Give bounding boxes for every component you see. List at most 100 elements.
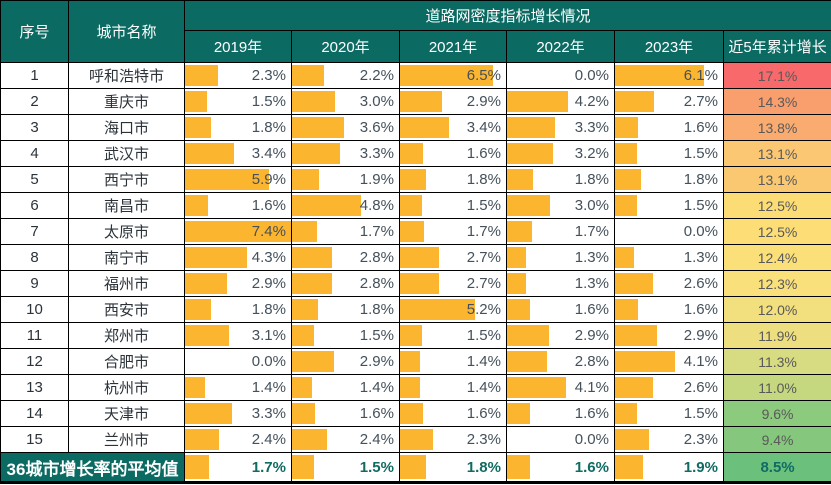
data-bar — [292, 325, 314, 346]
summary-cumulative-cell: 8.5% — [722, 452, 831, 483]
year-value-text: 3.3% — [251, 405, 286, 422]
year-value-cell: 1.5% — [184, 88, 292, 115]
city-name-cell: 南昌市 — [68, 192, 185, 219]
table-row: 9 福州市 2.9% 2.8% 2.7% 1.3% 2.6% 12.3% — [0, 270, 831, 297]
year-value-text: 1.9% — [683, 458, 718, 476]
year-value-text: 1.9% — [359, 171, 394, 188]
year-value-text: 1.4% — [359, 379, 394, 396]
year-value-cell: 2.7% — [399, 270, 507, 297]
year-value-cell: 1.7% — [291, 218, 400, 245]
year-value-text: 2.8% — [574, 353, 609, 370]
data-bar — [400, 403, 423, 424]
data-bar — [400, 325, 422, 346]
city-name-cell: 合肥市 — [68, 348, 185, 375]
year-value-cell: 1.9% — [614, 452, 724, 483]
year-value-text: 2.8% — [359, 249, 394, 266]
city-name-cell: 南宁市 — [68, 244, 185, 271]
year-value-text: 1.6% — [683, 119, 718, 136]
year-value-text: 2.9% — [683, 327, 718, 344]
data-bar — [400, 429, 433, 450]
year-value-text: 2.2% — [359, 67, 394, 84]
year-value-text: 3.3% — [359, 145, 394, 162]
year-value-text: 1.7% — [251, 458, 286, 476]
year-value-text: 2.6% — [683, 379, 718, 396]
row-index-cell: 4 — [0, 140, 69, 167]
year-value-text: 0.0% — [574, 67, 609, 84]
cumulative-column-header: 近5年累计增长 — [722, 30, 831, 63]
year-value-text: 1.5% — [683, 145, 718, 162]
year-value-text: 2.4% — [359, 431, 394, 448]
year-value-cell: 5.9% — [184, 166, 292, 193]
data-bar — [292, 299, 318, 320]
year-value-cell: 2.6% — [614, 374, 724, 401]
year-value-cell: 1.4% — [291, 374, 400, 401]
data-bar — [400, 221, 425, 242]
table-row: 6 南昌市 1.6% 4.8% 1.5% 3.0% 1.5% 12.5% — [0, 192, 831, 219]
year-value-cell: 1.6% — [506, 296, 615, 323]
year-value-cell: 3.3% — [291, 140, 400, 167]
city-column-header: 城市名称 — [68, 0, 185, 63]
year-value-cell: 3.3% — [184, 400, 292, 427]
row-index-cell: 15 — [0, 426, 69, 453]
year-value-text: 1.6% — [574, 301, 609, 318]
data-bar — [615, 273, 653, 294]
year-value-text: 1.6% — [251, 197, 286, 214]
year-value-cell: 1.6% — [291, 400, 400, 427]
year-value-cell: 2.4% — [291, 426, 400, 453]
summary-row: 36城市增长率的平均值 1.7% 1.5% 1.8% 1.6% 1.9% 8.5% — [0, 452, 831, 483]
year-value-text: 0.0% — [683, 223, 718, 240]
year-value-text: 1.5% — [466, 197, 501, 214]
year-value-cell: 1.7% — [399, 218, 507, 245]
data-bar — [400, 143, 423, 164]
data-bar — [400, 91, 442, 112]
year-value-text: 2.3% — [466, 431, 501, 448]
city-name-cell: 郑州市 — [68, 322, 185, 349]
year-value-text: 2.9% — [251, 275, 286, 292]
table-row: 4 武汉市 3.4% 3.3% 1.6% 3.2% 1.5% 13.1% — [0, 140, 831, 167]
data-bar — [507, 299, 531, 320]
year-value-text: 2.9% — [359, 353, 394, 370]
year-value-text: 5.2% — [466, 301, 501, 318]
year-value-text: 1.6% — [466, 405, 501, 422]
row-index-cell: 6 — [0, 192, 69, 219]
year-value-cell: 6.1% — [614, 62, 724, 89]
data-bar — [615, 195, 637, 216]
data-bar — [507, 221, 532, 242]
data-bar — [185, 429, 220, 450]
row-index-cell: 1 — [0, 62, 69, 89]
year-value-text: 1.5% — [359, 458, 394, 476]
row-index-cell: 7 — [0, 218, 69, 245]
data-bar — [185, 117, 211, 138]
data-bar — [615, 299, 639, 320]
year-value-cell: 6.5% — [399, 62, 507, 89]
year-value-text: 4.3% — [251, 249, 286, 266]
cumulative-value-cell: 11.3% — [722, 348, 831, 375]
year-value-cell: 4.3% — [184, 244, 292, 271]
data-bar — [400, 351, 421, 372]
year-value-cell: 3.4% — [184, 140, 292, 167]
data-bar — [400, 247, 439, 268]
data-bar — [185, 403, 233, 424]
header-row-years: 2019年 2020年 2021年 2022年 2023年 近5年累计增长 — [1, 30, 831, 63]
year-value-text: 1.6% — [574, 458, 609, 476]
data-bar — [292, 65, 324, 86]
year-value-text: 2.9% — [574, 327, 609, 344]
table-row: 7 太原市 7.4% 1.7% 1.7% 1.7% 0.0% 12.5% — [0, 218, 831, 245]
year-value-text: 2.8% — [359, 275, 394, 292]
city-name-cell: 西安市 — [68, 296, 185, 323]
year-value-cell: 1.6% — [614, 296, 724, 323]
year-value-cell: 2.4% — [184, 426, 292, 453]
cumulative-value-cell: 17.1% — [722, 62, 831, 89]
data-bar — [185, 91, 207, 112]
table-row: 3 海口市 1.8% 3.6% 3.4% 3.3% 1.6% 13.8% — [0, 114, 831, 141]
summary-label: 36城市增长率的平均值 — [0, 452, 185, 483]
row-index-cell: 5 — [0, 166, 69, 193]
year-value-cell: 2.2% — [291, 62, 400, 89]
year-value-text: 3.6% — [359, 119, 394, 136]
year-value-cell: 1.8% — [399, 166, 507, 193]
year-column-header: 2021年 — [399, 30, 507, 63]
year-value-cell: 2.6% — [614, 270, 724, 297]
year-value-text: 1.5% — [251, 93, 286, 110]
year-value-cell: 1.6% — [506, 400, 615, 427]
year-value-cell: 1.5% — [291, 322, 400, 349]
